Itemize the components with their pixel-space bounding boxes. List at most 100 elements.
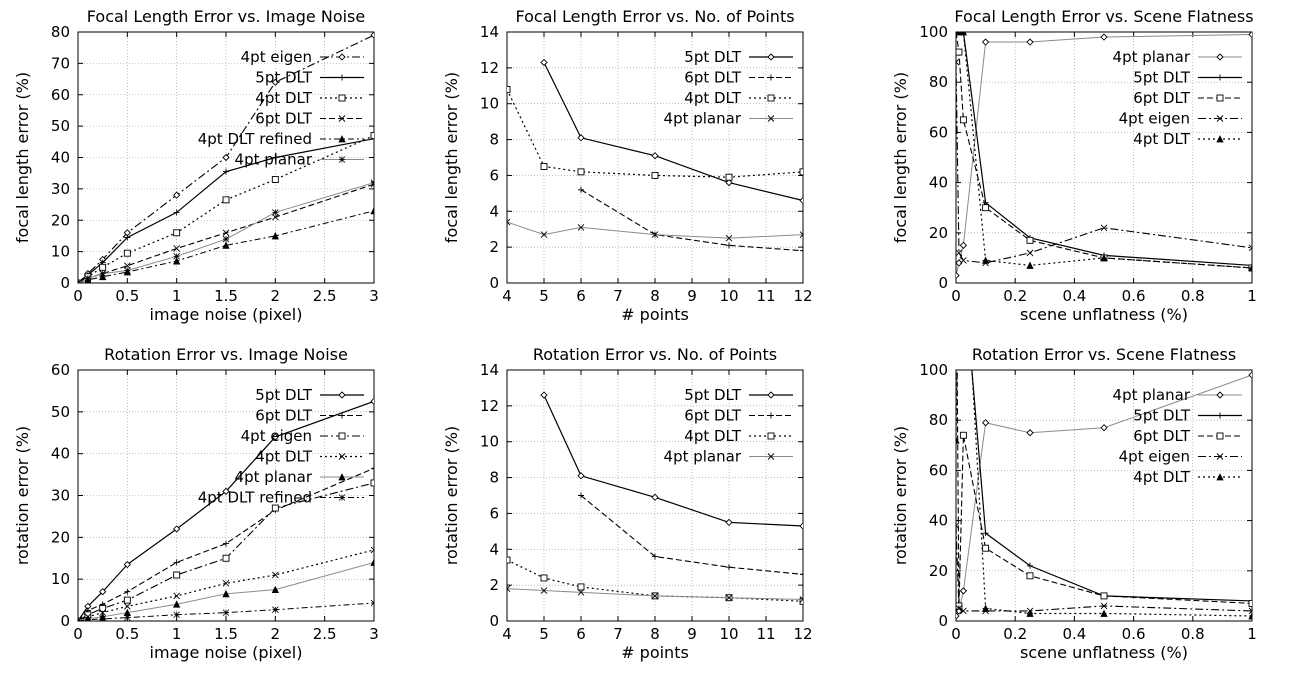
x-tick-label: 8 — [650, 625, 660, 643]
y-tick-label: 20 — [51, 211, 70, 229]
data-point — [124, 234, 131, 241]
y-tick-label: 0 — [60, 274, 70, 292]
legend-marker — [767, 391, 775, 399]
data-point — [271, 176, 279, 183]
x-tick-label: 4 — [502, 625, 512, 643]
x-tick-label: 2 — [271, 625, 281, 643]
data-point — [577, 588, 585, 596]
x-tick-label: 5 — [539, 625, 549, 643]
x-tick-label: 12 — [793, 625, 812, 643]
data-point — [1248, 32, 1252, 39]
data-point — [725, 173, 733, 181]
series-group — [507, 391, 803, 605]
legend-label: 4pt planar — [1113, 386, 1191, 404]
legend-marker — [338, 53, 346, 61]
legend-marker — [767, 53, 775, 61]
data-point — [173, 592, 180, 600]
data-point — [507, 218, 511, 226]
y-tick-label: 50 — [51, 117, 70, 135]
data-point — [1026, 236, 1034, 244]
series-line — [956, 32, 1252, 267]
data-point — [725, 178, 733, 187]
legend-label: 4pt eigen — [1119, 110, 1190, 128]
y-tick-label: 40 — [929, 174, 948, 192]
legend-marker — [768, 74, 774, 81]
data-point — [1248, 607, 1252, 615]
data-point — [981, 419, 990, 427]
x-tick-label: 0.6 — [1122, 287, 1146, 305]
data-point — [577, 583, 585, 591]
data-point — [173, 209, 180, 216]
y-tick-label: 10 — [51, 243, 70, 261]
data-point — [540, 163, 548, 170]
x-tick-label: 1 — [1247, 287, 1257, 305]
data-point — [651, 171, 659, 179]
data-point — [99, 609, 106, 616]
y-tick-label: 100 — [919, 361, 948, 379]
legend-marker — [338, 135, 346, 143]
data-point — [84, 275, 92, 282]
series-line — [78, 182, 374, 283]
y-tick-label: 0 — [489, 612, 499, 630]
data-point — [370, 599, 374, 607]
x-tick-label: 0.5 — [115, 287, 139, 305]
data-point — [1026, 261, 1034, 269]
data-point — [271, 433, 279, 441]
data-point — [540, 587, 548, 594]
x-tick-label: 7 — [613, 625, 623, 643]
x-tick-label: 0.4 — [1062, 287, 1086, 305]
data-point — [651, 493, 659, 501]
series-line — [507, 221, 803, 239]
legend-marker — [1216, 94, 1224, 102]
series-line — [956, 370, 1252, 617]
data-point — [124, 267, 131, 274]
data-point — [272, 213, 279, 221]
series-group — [78, 32, 374, 283]
series-line — [956, 374, 1252, 617]
x-tick-label: 1.5 — [214, 625, 238, 643]
y-tick-label: 60 — [51, 86, 70, 104]
x-tick-label: 0.8 — [1181, 287, 1205, 305]
legend-label: 6pt DLT — [255, 407, 313, 425]
data-point — [726, 242, 732, 249]
data-point — [99, 272, 107, 281]
legend-marker — [338, 115, 346, 122]
legend-marker — [767, 94, 775, 102]
y-tick-label: 2 — [489, 576, 499, 594]
x-tick-label: 0 — [951, 625, 961, 643]
x-tick-label: 10 — [719, 625, 738, 643]
y-tick-label: 30 — [51, 487, 70, 505]
legend-marker — [338, 94, 346, 102]
data-point — [956, 271, 960, 280]
legend-label: 4pt DLT — [684, 89, 742, 107]
data-point — [370, 179, 374, 186]
x-tick-label: 0.2 — [1003, 625, 1027, 643]
data-point — [959, 587, 968, 595]
legend-marker — [1216, 453, 1224, 460]
series-line — [78, 138, 374, 283]
data-point — [982, 204, 990, 212]
series-group — [956, 32, 1252, 280]
series-line — [580, 495, 803, 575]
data-point — [173, 600, 181, 608]
y-tick-label: 80 — [929, 73, 948, 91]
legend-label: 4pt DLT — [255, 448, 313, 466]
y-axis-label: rotation error (%) — [442, 426, 461, 565]
data-point — [99, 588, 107, 596]
series-line — [543, 62, 803, 202]
y-tick-label: 2 — [489, 238, 499, 256]
legend-marker — [767, 115, 775, 122]
data-point — [956, 522, 960, 529]
y-tick-label: 10 — [51, 570, 70, 588]
y-axis-label: rotation error (%) — [13, 426, 32, 565]
y-tick-label: 6 — [489, 166, 499, 184]
series-line — [971, 370, 1252, 602]
x-tick-label: 10 — [719, 287, 738, 305]
y-tick-label: 50 — [51, 403, 70, 421]
x-tick-label: 11 — [756, 625, 775, 643]
legend-marker — [1216, 135, 1224, 143]
data-point — [725, 518, 733, 527]
data-point — [1248, 244, 1252, 252]
legend-label: 4pt planar — [664, 448, 742, 466]
data-point — [960, 257, 967, 264]
